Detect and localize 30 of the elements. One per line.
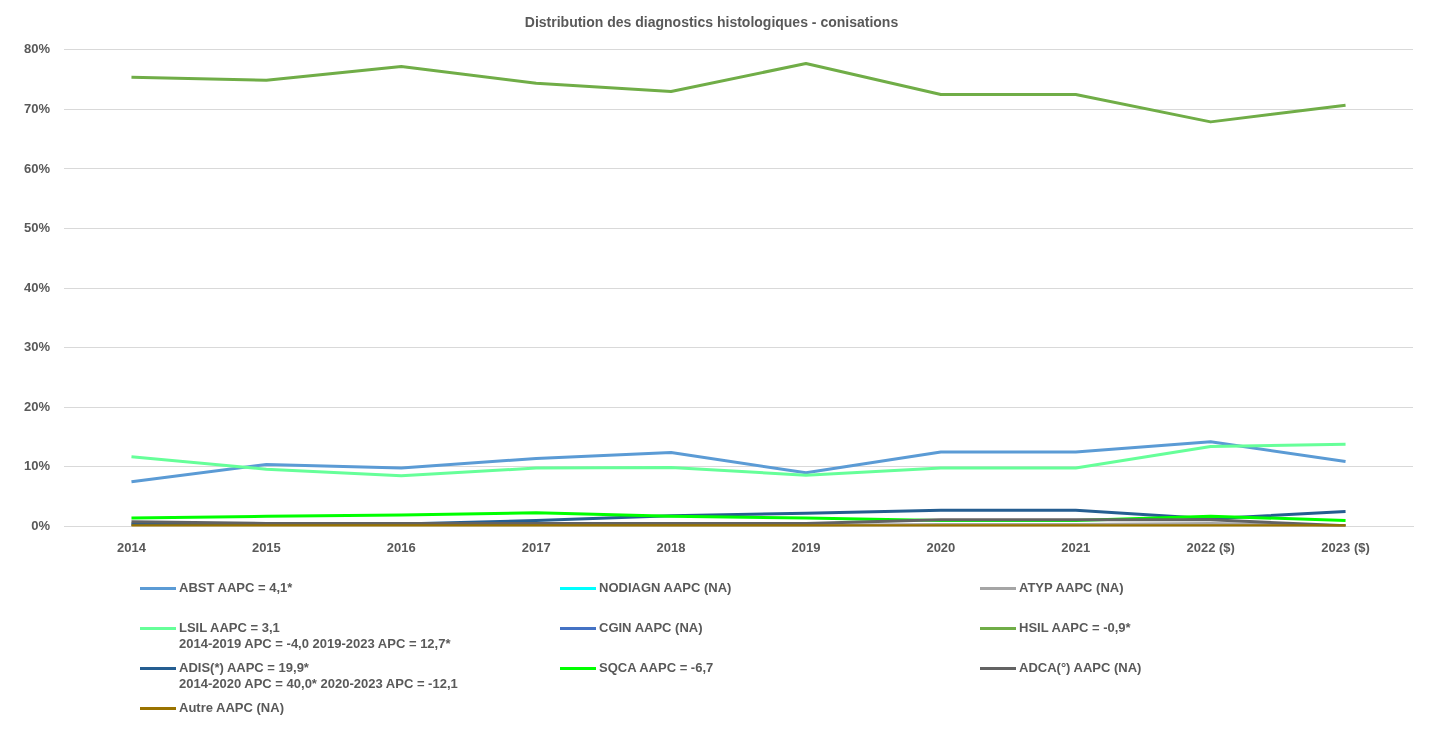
x-tick-label: 2018 [656, 539, 686, 555]
legend-label: SQCA AAPC = -6,7 [599, 660, 714, 676]
y-tick-label: 30% [23, 339, 51, 355]
y-tick-label: 10% [23, 458, 51, 474]
x-tick-label: 2019 [791, 539, 821, 555]
y-tick-label: 50% [23, 220, 51, 236]
y-tick-label: 40% [23, 279, 51, 295]
x-tick-label: 2021 [1061, 539, 1091, 555]
legend-label: ABST AAPC = 4,1* [179, 580, 293, 596]
chart-title: Distribution des diagnostics histologiques - conisations [524, 14, 899, 31]
legend-label: LSIL AAPC = 3,1 2014-2019 APC = -4,0 2019-2023 APC = 12,7* [179, 620, 451, 652]
x-tick-label: 2022 ($) [1186, 539, 1235, 555]
x-tick-label: 2014 [117, 539, 147, 555]
x-tick-label: 2016 [386, 539, 416, 555]
legend-label: NODIAGN AAPC (NA) [599, 580, 732, 596]
legend-label: HSIL AAPC = -0,9* [1019, 620, 1131, 636]
legend-label: CGIN AAPC (NA) [599, 620, 703, 636]
x-tick-label: 2017 [521, 539, 551, 555]
x-tick-label: 2023 ($) [1321, 539, 1370, 555]
legend-label: ADIS(*) AAPC = 19,9* 2014-2020 APC = 40,0* 2020-2023 APC = -12,1 [179, 660, 458, 692]
y-tick-label: 20% [23, 398, 51, 414]
legend-label: ATYP AAPC (NA) [1019, 580, 1124, 596]
y-tick-label: 60% [23, 160, 51, 176]
legend-label: Autre AAPC (NA) [179, 700, 284, 716]
y-tick-label: 80% [23, 41, 51, 57]
y-tick-label: 0% [31, 517, 51, 533]
y-tick-label: 70% [23, 100, 51, 116]
x-tick-label: 2015 [251, 539, 281, 555]
legend-label: ADCA(°) AAPC (NA) [1019, 660, 1142, 676]
x-tick-label: 2020 [926, 539, 956, 555]
